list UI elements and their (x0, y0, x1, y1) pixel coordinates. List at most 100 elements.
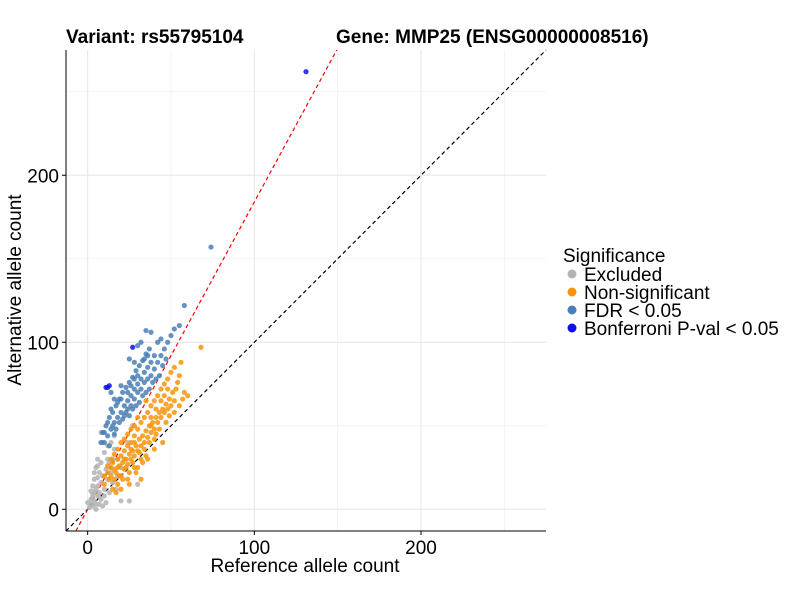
data-point (138, 476, 144, 482)
data-point (110, 423, 116, 429)
data-point (88, 488, 94, 494)
data-point (155, 339, 161, 345)
y-tick-label: 0 (48, 500, 59, 521)
data-point (135, 343, 141, 349)
data-point (151, 436, 157, 442)
data-point (303, 69, 309, 75)
data-point (180, 396, 186, 402)
data-point (98, 439, 104, 446)
legend-label: Bonferroni P-val < 0.05 (584, 319, 779, 340)
data-point (108, 473, 114, 479)
data-point (111, 451, 117, 457)
data-point (120, 476, 126, 482)
data-point (135, 381, 141, 387)
reference-line-identity (65, 49, 547, 532)
data-point (156, 426, 162, 432)
data-point (145, 364, 151, 370)
data-point (126, 413, 132, 419)
data-point (141, 414, 147, 421)
data-point (153, 376, 159, 382)
data-point (145, 353, 151, 359)
data-point (111, 431, 117, 437)
data-point (146, 439, 152, 446)
legend-label: Excluded (584, 265, 662, 286)
data-point (135, 414, 141, 421)
data-point (145, 434, 151, 441)
data-point (173, 386, 179, 392)
data-point (140, 393, 146, 399)
data-point (136, 449, 142, 456)
data-point (118, 383, 124, 389)
data-point (123, 409, 129, 416)
data-point (141, 356, 147, 362)
data-point (108, 389, 114, 395)
data-point (106, 414, 112, 421)
data-point (131, 376, 137, 382)
data-point (90, 483, 96, 489)
data-point (115, 414, 121, 421)
data-point (121, 403, 127, 409)
data-point (133, 469, 139, 476)
legend-key-1 (567, 287, 577, 297)
data-point (146, 346, 152, 352)
data-point (101, 429, 107, 436)
data-point (115, 464, 121, 471)
data-point (158, 353, 164, 359)
data-point (138, 376, 144, 382)
data-point (115, 481, 121, 487)
data-point (208, 244, 214, 250)
y-axis-label: Alternative allele count (5, 194, 26, 386)
data-point (163, 401, 169, 407)
data-point (96, 469, 102, 476)
legend-key-2 (567, 305, 577, 315)
data-point (140, 459, 146, 466)
data-point (155, 393, 161, 399)
data-point (153, 431, 159, 437)
data-point (133, 403, 139, 409)
series-non-significant (101, 344, 204, 496)
data-point (138, 339, 144, 345)
data-point (108, 406, 114, 412)
data-point (118, 409, 124, 416)
data-point (153, 414, 159, 421)
data-point (148, 329, 154, 335)
x-tick-label: 100 (238, 538, 270, 559)
data-point (168, 403, 174, 409)
data-point (105, 463, 111, 469)
data-point (130, 344, 136, 350)
data-point (145, 409, 151, 416)
data-point (121, 436, 127, 442)
data-point (160, 363, 166, 369)
data-point (153, 406, 159, 412)
data-point (111, 396, 117, 402)
data-point (148, 373, 154, 379)
data-point (106, 443, 112, 449)
data-point (141, 439, 147, 446)
data-point (118, 453, 124, 459)
data-point (130, 459, 136, 466)
data-point (128, 393, 134, 399)
axes: 0 100 200 0 100 200 (27, 50, 546, 559)
data-point (101, 473, 107, 479)
data-point (110, 486, 116, 492)
data-point (151, 366, 157, 372)
data-point (181, 302, 187, 309)
data-point (126, 498, 132, 504)
legend-title: Significance (563, 246, 665, 267)
data-point (103, 384, 109, 390)
data-point (95, 474, 101, 481)
data-point (120, 389, 126, 395)
data-point (101, 486, 107, 492)
data-point (141, 379, 147, 385)
title-variant: Variant: rs55795104 (66, 27, 244, 48)
data-point (126, 469, 132, 476)
data-point (125, 476, 131, 482)
title-gene: Gene: MMP25 (ENSG00000008516) (336, 27, 649, 48)
data-point (128, 446, 134, 452)
data-point (120, 416, 126, 422)
data-point (166, 413, 172, 419)
data-point (141, 446, 147, 452)
data-point (171, 409, 177, 416)
data-point (95, 463, 101, 469)
series-bonferroni-p-val-0-05 (103, 69, 309, 390)
